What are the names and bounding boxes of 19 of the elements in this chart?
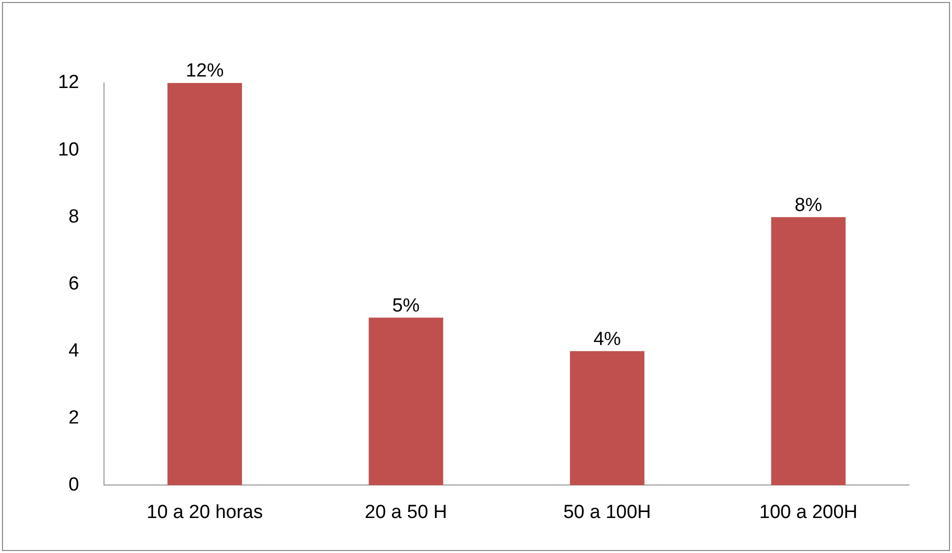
x-tick-label: 20 a 50 H — [364, 502, 448, 523]
y-tick-label: 10 — [58, 139, 80, 160]
x-tick-label: 50 a 100H — [563, 502, 652, 523]
data-label: 8% — [794, 194, 822, 216]
y-tick-label: 4 — [68, 340, 80, 362]
y-tick-label: 6 — [68, 273, 80, 294]
data-label: 12% — [186, 60, 224, 82]
bar — [168, 83, 242, 486]
x-tick-label: 100 a 200H — [759, 502, 858, 523]
data-label: 4% — [593, 328, 622, 350]
y-tick-label: 2 — [68, 407, 80, 428]
bar — [570, 351, 644, 486]
bar — [368, 318, 444, 486]
y-tick-label: 0 — [68, 474, 80, 496]
data-label: 5% — [392, 295, 420, 316]
x-tick-label: 10 a 20 horas — [146, 502, 263, 523]
bar — [771, 217, 846, 486]
y-tick-label: 8 — [68, 206, 80, 228]
y-tick-label: 12 — [58, 72, 80, 94]
